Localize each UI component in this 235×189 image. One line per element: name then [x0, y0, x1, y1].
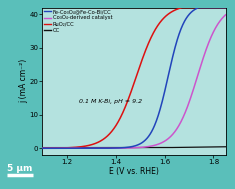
Text: 5 μm: 5 μm	[7, 164, 33, 173]
Legend: Fe-Co₃O₄@Fe-Co-Bi/CC, Co₃O₄-derived catalyst, RuO₂/CC, CC: Fe-Co₃O₄@Fe-Co-Bi/CC, Co₃O₄-derived cata…	[43, 9, 113, 34]
X-axis label: E (V vs. RHE): E (V vs. RHE)	[109, 167, 159, 176]
Text: 0.1 M K-Bi, pH = 9.2: 0.1 M K-Bi, pH = 9.2	[79, 99, 142, 104]
Y-axis label: j (mA cm⁻²): j (mA cm⁻²)	[19, 59, 28, 103]
